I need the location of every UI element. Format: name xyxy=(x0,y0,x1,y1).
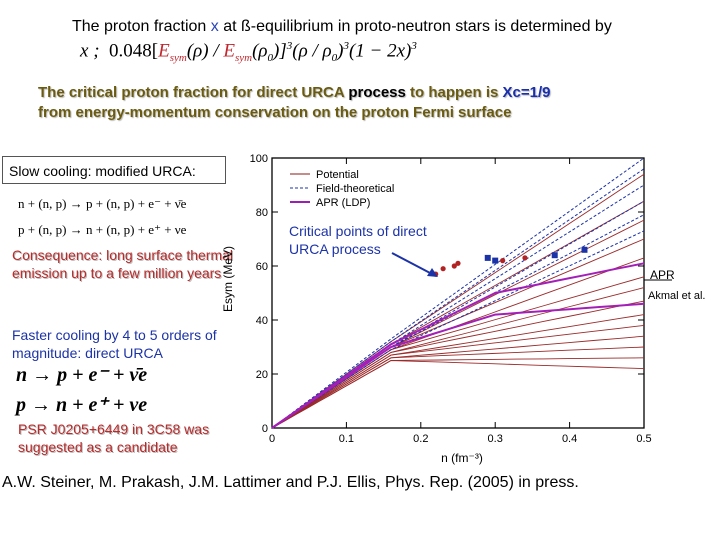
series-line-potential xyxy=(271,360,645,429)
series-line-field xyxy=(271,230,645,429)
y-tick-label: 80 xyxy=(256,207,268,219)
legend-label: Potential xyxy=(316,169,359,181)
critical-point-dot xyxy=(522,255,528,261)
x-axis-label: n (fm⁻³) xyxy=(441,451,483,465)
series-line-potential xyxy=(271,357,645,429)
consequence-text: Consequence: long surface thermal emissi… xyxy=(12,247,234,281)
x-tick-label: 0.5 xyxy=(636,433,651,445)
series-line-field xyxy=(271,157,645,429)
akmal-label: Akmal et al. xyxy=(648,290,706,302)
y-tick-label: 20 xyxy=(256,369,268,381)
critical-point-square xyxy=(581,246,588,253)
series-line-potential xyxy=(271,346,645,429)
series-line-potential xyxy=(271,324,645,429)
series-line-potential xyxy=(271,335,645,429)
critical-point-dot xyxy=(451,263,457,269)
reference-citation: A.W. Steiner, M. Prakash, J.M. Lattimer … xyxy=(2,474,579,491)
x-tick-label: 0.1 xyxy=(339,433,354,445)
proton-fraction-formula: x ; 0.048[Esym(ρ) / Esym(ρ0)]3(ρ / ρ0)3(… xyxy=(80,40,417,65)
series-line-potential xyxy=(271,238,645,429)
series-line-potential xyxy=(271,314,645,429)
series-line-potential xyxy=(271,173,645,429)
series-line-potential xyxy=(271,276,645,429)
legend-label: Field-theoretical xyxy=(316,183,394,195)
series-lines xyxy=(271,157,645,429)
x-tick-label: 0.2 xyxy=(413,433,428,445)
critical-arrow-head xyxy=(427,268,438,277)
critical-point-dot xyxy=(440,266,446,272)
apr-label: APR xyxy=(650,268,675,282)
urca-critical-line: The critical proton fraction for direct … xyxy=(38,84,551,101)
modified-urca-equation-2: p + (n, p) → n + (n, p) + e⁺ + νe xyxy=(18,222,187,237)
direct-urca-equation-2: p → n + e⁺ + νe xyxy=(16,394,148,416)
critical-point-square xyxy=(492,257,499,264)
y-tick-label: 0 xyxy=(262,423,268,435)
legend: Potential Field-theoretical APR (LDP) xyxy=(290,169,394,209)
critical-points-label: Critical points of direct URCA process xyxy=(289,223,427,257)
series-line-potential xyxy=(271,300,645,429)
critical-point-dot xyxy=(500,258,506,264)
critical-point-square xyxy=(484,254,491,261)
critical-point-dot xyxy=(455,260,461,266)
critical-point-dot xyxy=(433,271,439,277)
slow-cooling-title: Slow cooling: modified URCA: xyxy=(2,156,226,184)
series-line-potential xyxy=(271,257,645,429)
plot-frame xyxy=(271,157,645,429)
x-tick-label: 0.3 xyxy=(488,433,503,445)
headline: The proton fraction x at ß-equilibrium i… xyxy=(72,18,612,35)
series-line-apr xyxy=(271,302,645,429)
series-line-apr xyxy=(271,262,645,429)
legend-label: APR (LDP) xyxy=(316,197,370,209)
psr-candidate-text: PSR J0205+6449 in 3C58 was suggested as … xyxy=(18,421,210,455)
y-tick-label: 60 xyxy=(256,261,268,273)
x-tick-label: 0.4 xyxy=(562,433,577,445)
fast-cooling-text: Faster cooling by 4 to 5 orders of magni… xyxy=(12,327,217,361)
critical-point-square xyxy=(551,252,558,259)
direct-urca-equation-1: n → p + e⁻ + ν̄e xyxy=(16,364,148,386)
y-tick-label: 100 xyxy=(250,153,268,165)
variable-x: x xyxy=(210,18,219,35)
x-tick-label: 0 xyxy=(269,433,275,445)
urca-conservation-line: from energy-momentum conservation on the… xyxy=(38,104,512,121)
series-line-field xyxy=(271,168,645,429)
modified-urca-equation-1: n + (n, p) → p + (n, p) + e⁻ + ν̄e xyxy=(18,196,187,211)
series-line-potential xyxy=(271,287,645,429)
